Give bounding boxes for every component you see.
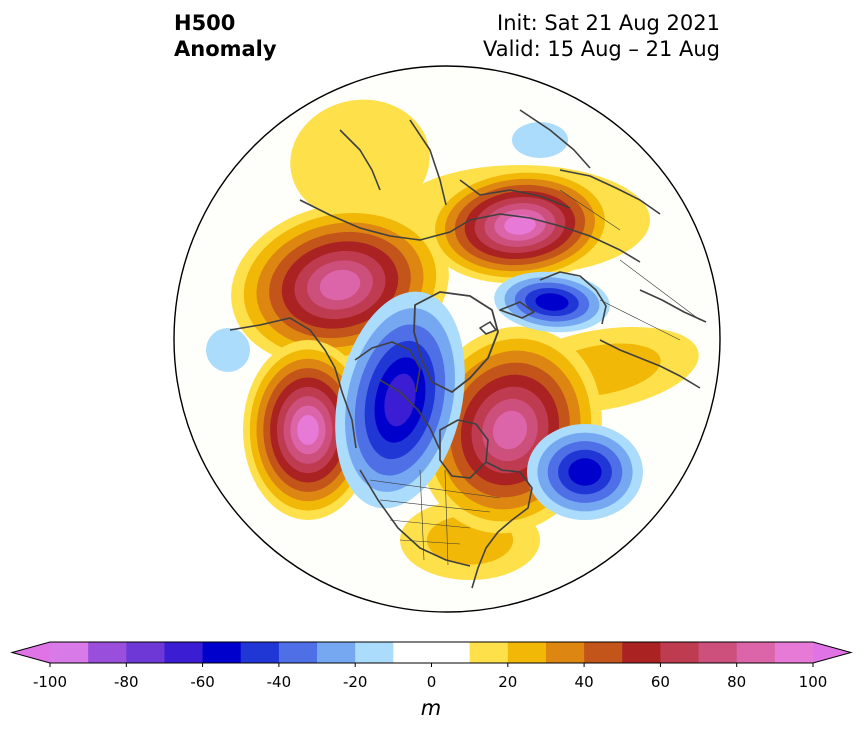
- polar-map: [173, 65, 721, 613]
- title-line-2: Anomaly: [174, 37, 277, 61]
- colorbar-segment: [393, 642, 433, 663]
- anomaly-field: [206, 99, 699, 580]
- colorbar-under-arrow: [12, 642, 50, 663]
- colorbar-tick-label: 100: [798, 673, 828, 691]
- colorbar-segment: [278, 642, 318, 663]
- init-valid-info: Init: Sat 21 Aug 2021 Valid: 15 Aug – 21…: [483, 10, 720, 62]
- colorbar-segment: [698, 642, 738, 663]
- coastlines: [229, 109, 707, 589]
- colorbar-segment: [584, 642, 623, 663]
- colorbar-tick-label: -40: [266, 673, 292, 691]
- colorbar-segment: [431, 642, 471, 663]
- negative-anomaly-pacific-west: [206, 328, 250, 372]
- colorbar-tick-label: 20: [498, 673, 518, 691]
- colorbar: [10, 641, 853, 667]
- colorbar-segment: [545, 642, 585, 663]
- map-boundary: [173, 65, 721, 613]
- positive-band-arctic: [290, 99, 430, 221]
- colorbar-segment: [164, 642, 204, 663]
- positive-anomaly-north-pacific: [243, 340, 373, 520]
- colorbar-segment: [126, 642, 166, 663]
- negative-anomaly-kara: [512, 122, 568, 158]
- colorbar-over-arrow: [813, 642, 851, 663]
- init-date: Init: Sat 21 Aug 2021: [497, 11, 720, 35]
- negative-anomaly-atlantic: [527, 424, 643, 520]
- colorbar-segment: [240, 642, 280, 663]
- colorbar-segment: [507, 642, 547, 663]
- colorbar-segment: [774, 642, 814, 663]
- positive-anomaly-east-siberia: [231, 203, 449, 367]
- colorbar-segment: [622, 642, 661, 663]
- colorbar-segment: [355, 642, 394, 663]
- colorbar-segment: [469, 642, 509, 663]
- map-title: H500 Anomaly: [174, 10, 277, 62]
- title-line-1: H500: [174, 11, 236, 35]
- colorbar-tick-label: -60: [190, 673, 215, 691]
- map-disc: [174, 66, 720, 612]
- colorbar-tick-label: 0: [426, 673, 437, 691]
- colorbar-segment: [660, 642, 700, 663]
- colorbar-tick-label: -80: [114, 673, 139, 691]
- colorbar-tick-label: 60: [650, 673, 670, 691]
- colorbar-segment: [202, 642, 242, 663]
- colorbar-tick-label: 80: [727, 673, 747, 691]
- colorbar-segment: [317, 642, 356, 663]
- colorbar-segment: [88, 642, 127, 663]
- colorbar-tick-label: 40: [574, 673, 594, 691]
- valid-range: Valid: 15 Aug – 21 Aug: [482, 37, 720, 61]
- country-borders: [369, 189, 701, 566]
- colorbar-segment: [736, 642, 776, 663]
- colorbar-tick-label: -20: [342, 673, 368, 691]
- colorbar-segment: [50, 642, 89, 663]
- colorbar-tick-label: -100: [32, 673, 68, 691]
- colorbar-unit-label: m: [420, 696, 442, 720]
